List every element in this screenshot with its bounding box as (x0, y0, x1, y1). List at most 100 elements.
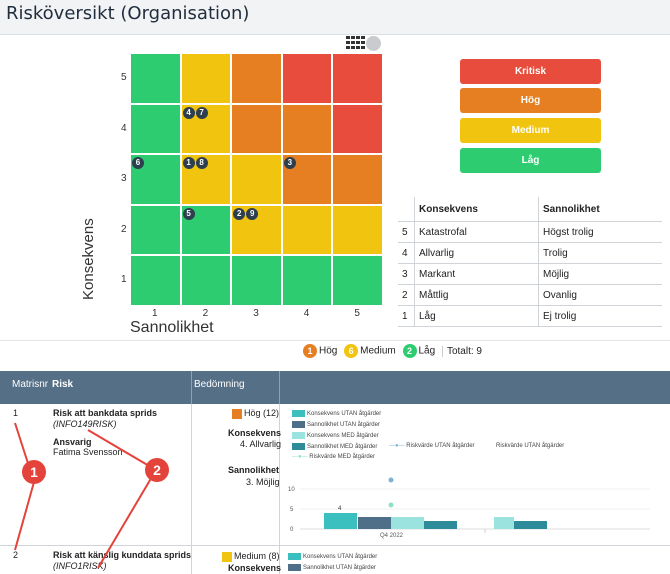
bar-sannolikhet-med (424, 521, 457, 529)
risk-dot[interactable]: 1 (182, 157, 195, 170)
mini-tick: 0 (290, 527, 294, 533)
legend-kritisk: Kritisk (460, 59, 601, 84)
matrix-cell[interactable] (130, 255, 181, 306)
y-tick: 4 (121, 122, 127, 134)
matrix-cell[interactable] (130, 53, 181, 104)
summary-medium: 6 Medium (344, 344, 396, 358)
grid-icon[interactable] (346, 36, 365, 50)
bar-sannolikhet-utan (358, 517, 391, 529)
legend-entry: Sannolikhet UTAN åtgärder (288, 564, 376, 571)
matrix-cell[interactable] (332, 53, 383, 104)
bar-konsekvens-utan (324, 513, 357, 529)
page-title: Risköversikt (Organisation) (6, 3, 250, 24)
row-nr: 2 (13, 550, 19, 560)
y-tick: 3 (121, 173, 127, 185)
sannolikhet-label: Sannolikhet (228, 465, 280, 475)
summary-hog: 1 Hög (303, 344, 337, 358)
risk-code: (INFO1RISK) (53, 561, 107, 571)
sannolikhet-value: 3. Möjlig (246, 477, 280, 487)
row-separator (0, 545, 670, 546)
user-circle-icon[interactable] (366, 36, 381, 51)
matrix-cell[interactable] (281, 204, 333, 256)
x-tick: 3 (253, 308, 259, 319)
legend-lag: Låg (460, 148, 601, 173)
risk-level: Medium (8) (222, 551, 280, 562)
risk-title[interactable]: Risk att bankdata sprids (53, 408, 158, 418)
risk-dot[interactable]: 2 (233, 207, 246, 220)
level-swatch (222, 551, 232, 562)
category-label: Q4 2022 (380, 533, 404, 539)
y-tick: 5 (121, 72, 127, 83)
scale-row: 3 Markant Möjlig (398, 263, 662, 285)
legend-entry: —●— Riskvärde UTAN åtgärder (389, 443, 475, 449)
responsible-name: Fatima Svensson (53, 447, 123, 457)
matrix-cell[interactable] (180, 255, 232, 306)
legend-medium: Medium (460, 118, 601, 143)
risk-dot[interactable]: 6 (132, 157, 144, 170)
matrix-cell[interactable] (281, 53, 333, 104)
y-tick: 1 (121, 274, 127, 286)
legend-entry: —●— Riskvärde MED åtgärder (292, 454, 375, 460)
risk-dot[interactable]: 8 (195, 157, 208, 170)
summary-lag: 2 Låg (402, 344, 435, 358)
matrix-cell[interactable] (332, 103, 383, 155)
level-swatch (232, 408, 242, 419)
matrix-cell[interactable] (130, 204, 181, 256)
callout-badge-2: 2 (145, 458, 169, 482)
matrix-cell[interactable] (281, 255, 333, 306)
mini-tick: 10 (288, 487, 295, 493)
column-divider (191, 404, 192, 574)
legend-hog: Hög (460, 88, 601, 113)
header-bedomning[interactable]: Bedömning (194, 379, 245, 390)
matrix-cell[interactable] (332, 204, 383, 256)
x-tick: 1 (152, 308, 158, 319)
y-axis-title: Konsekvens (80, 218, 97, 300)
risk-dot[interactable]: 7 (195, 106, 208, 119)
konsekvens-label: Konsekvens (228, 428, 282, 438)
summary-total: Totalt: 9 (441, 345, 482, 357)
callout-arrows (14, 422, 157, 569)
riskvarde-med-point (388, 502, 394, 508)
konsekvens-value: 4. Allvarlig (240, 439, 282, 449)
x-tick: 5 (354, 308, 360, 319)
risk-dot[interactable]: 4 (182, 106, 195, 119)
riskvarde-utan-point (388, 477, 394, 483)
mini-tick: 5 (290, 507, 294, 513)
section-divider (0, 340, 670, 341)
matrix-cell[interactable] (231, 255, 282, 306)
risk-code: (INFO149RISK) (53, 419, 117, 429)
mini-chart: 10 5 0 4 Q4 2022 (288, 477, 650, 539)
risk-dot[interactable]: 9 (246, 207, 259, 220)
risk-dot[interactable]: 5 (182, 207, 195, 220)
matrix-cell[interactable] (281, 103, 333, 155)
risk-title[interactable]: Risk att känslig kunddata sprids (53, 550, 192, 560)
x-axis-title: Sannolikhet (130, 319, 214, 336)
scale-row: 5 Katastrofal Högst trolig (398, 221, 662, 243)
column-divider (279, 404, 280, 574)
matrix-cell[interactable] (231, 103, 282, 155)
x-tick: 4 (303, 308, 310, 319)
matrix-cell[interactable] (281, 154, 333, 205)
header-matrisnr[interactable]: Matrisnr (12, 379, 49, 390)
legend-entry: Sannolikhet MED åtgärder (292, 443, 377, 450)
matrix-cell[interactable] (332, 154, 383, 205)
matrix-cell[interactable] (130, 103, 181, 155)
risk-table-header: Matrisnr Risk Bedömning (0, 371, 670, 404)
legend-entry: Konsekvens MED åtgärder (292, 432, 379, 439)
row-nr: 1 (13, 408, 19, 418)
konsekvens-label: Konsekvens (228, 563, 282, 573)
matrix-cell[interactable] (332, 255, 383, 306)
matrix-cell[interactable] (231, 154, 282, 205)
legend-entry: Riskvärde UTAN åtgärder (496, 443, 565, 449)
legend-entry: Sannolikhet UTAN åtgärder (292, 421, 380, 428)
bar-konsekvens-med (494, 517, 514, 529)
legend-entry: Konsekvens UTAN åtgärder (292, 410, 381, 417)
scale-row: 2 Måttlig Ovanlig (398, 284, 662, 306)
scale-row: 1 Låg Ej trolig (398, 305, 662, 327)
x-tick: 2 (202, 308, 209, 319)
header-risk[interactable]: Risk (52, 379, 74, 390)
risk-dot[interactable]: 3 (283, 157, 296, 170)
matrix-cell[interactable] (180, 53, 232, 104)
matrix-cell[interactable] (231, 53, 282, 104)
scale-table: Konsekvens Sannolikhet 5 Katastrofal Hög… (398, 197, 662, 327)
